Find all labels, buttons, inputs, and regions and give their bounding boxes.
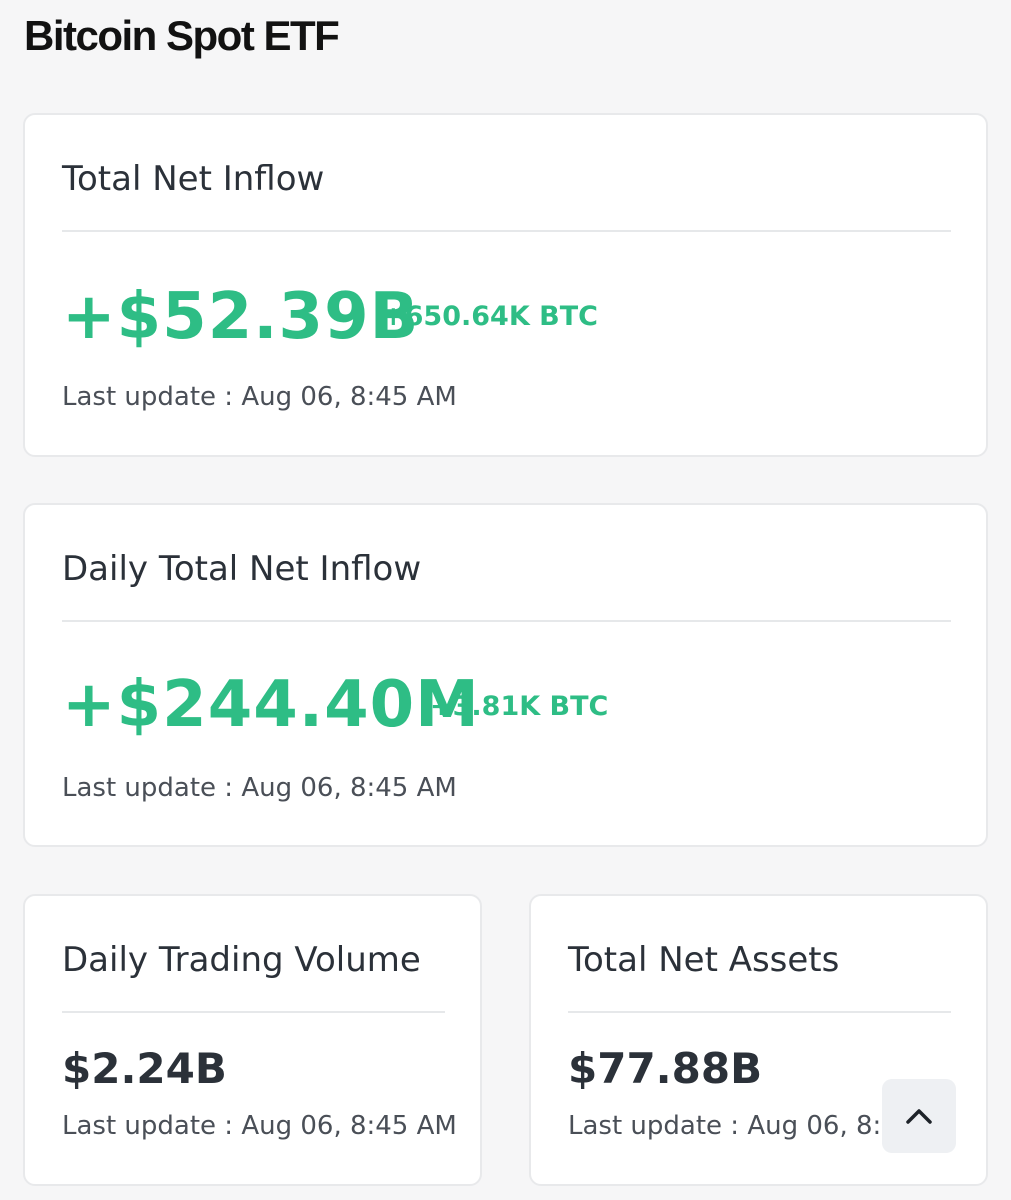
- card-divider: [62, 1011, 445, 1013]
- card-divider: [62, 230, 951, 232]
- daily-total-net-inflow-card: Daily Total Net Inflow +$244.40M +3.81K …: [23, 503, 988, 847]
- total-net-assets-card: Total Net Assets $77.88B Last update : A…: [529, 894, 988, 1186]
- chevron-up-icon: [904, 1106, 934, 1126]
- card-divider: [568, 1011, 951, 1013]
- last-update-text: Last update : Aug 06, 8:45 AM: [62, 773, 457, 803]
- card-title: Total Net Inflow: [62, 159, 325, 199]
- daily-total-net-inflow-value: +$244.40M: [62, 668, 480, 742]
- total-net-inflow-btc: +650.64K BTC: [382, 301, 598, 332]
- total-net-assets-value: $77.88B: [568, 1044, 763, 1093]
- daily-trading-volume-card: Daily Trading Volume $2.24B Last update …: [23, 894, 482, 1186]
- total-net-inflow-card: Total Net Inflow +$52.39B +650.64K BTC L…: [23, 113, 988, 457]
- card-title: Total Net Assets: [568, 940, 840, 980]
- card-divider: [62, 620, 951, 622]
- scroll-to-top-button[interactable]: [882, 1079, 956, 1153]
- last-update-text: Last update : Aug 06, 8:45: [568, 1111, 915, 1141]
- daily-total-net-inflow-btc: +3.81K BTC: [430, 691, 609, 722]
- card-title: Daily Trading Volume: [62, 940, 421, 980]
- page-title: Bitcoin Spot ETF: [24, 12, 340, 59]
- daily-trading-volume-value: $2.24B: [62, 1044, 227, 1093]
- last-update-text: Last update : Aug 06, 8:45 AM: [62, 1111, 457, 1141]
- last-update-text: Last update : Aug 06, 8:45 AM: [62, 382, 457, 412]
- card-title: Daily Total Net Inflow: [62, 549, 422, 589]
- total-net-inflow-value: +$52.39B: [62, 280, 420, 354]
